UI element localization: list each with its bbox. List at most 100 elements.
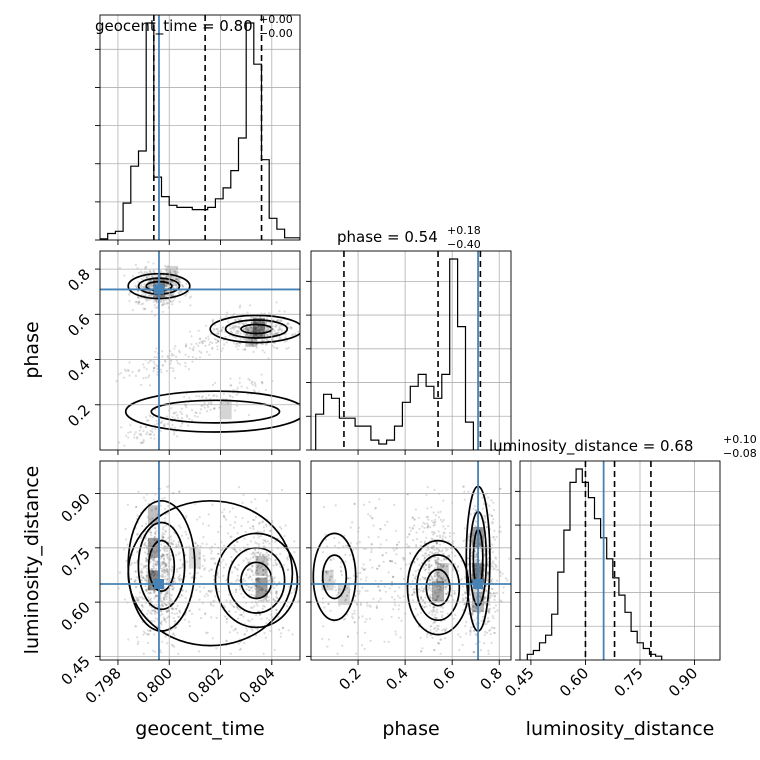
sample-point bbox=[161, 278, 164, 281]
sample-point bbox=[491, 551, 494, 554]
sample-point bbox=[148, 586, 151, 590]
grid-0-0 bbox=[100, 15, 300, 240]
sample-point bbox=[224, 335, 227, 339]
sample-point bbox=[257, 572, 260, 575]
sample-point bbox=[429, 526, 432, 529]
sample-point bbox=[417, 591, 420, 594]
sample-point bbox=[502, 591, 505, 594]
sample-point bbox=[153, 560, 156, 563]
sample-point bbox=[150, 620, 153, 623]
sample-point bbox=[265, 329, 268, 332]
sample-point bbox=[435, 599, 438, 602]
sample-point bbox=[259, 326, 262, 329]
sample-point bbox=[216, 572, 219, 575]
sample-point bbox=[163, 533, 166, 536]
sample-point bbox=[229, 652, 232, 655]
sample-point bbox=[316, 318, 318, 320]
sample-point bbox=[247, 377, 250, 381]
sample-point bbox=[160, 570, 163, 573]
sample-point bbox=[479, 564, 482, 567]
sample-point bbox=[471, 605, 474, 608]
sample-point bbox=[293, 588, 296, 591]
sample-point bbox=[170, 294, 174, 297]
sample-point bbox=[118, 441, 121, 444]
sample-point bbox=[293, 591, 296, 594]
sample-point bbox=[442, 580, 445, 583]
sample-point bbox=[251, 618, 254, 621]
sample-point bbox=[435, 571, 438, 574]
sample-point bbox=[367, 513, 370, 516]
sample-point bbox=[258, 613, 262, 616]
sample-point bbox=[430, 610, 433, 613]
sample-point bbox=[424, 552, 427, 555]
sample-point bbox=[437, 574, 440, 578]
sample-point bbox=[172, 632, 175, 635]
sample-point bbox=[215, 332, 218, 335]
sample-point bbox=[475, 623, 478, 626]
sample-point bbox=[250, 553, 253, 556]
sample-point bbox=[153, 597, 156, 600]
sample-point bbox=[434, 559, 437, 562]
sample-point bbox=[414, 607, 417, 611]
sample-point bbox=[403, 577, 406, 581]
sample-point bbox=[420, 596, 423, 600]
sample-point bbox=[163, 570, 166, 573]
sample-point bbox=[416, 558, 419, 561]
sample-point bbox=[237, 322, 240, 325]
sample-point bbox=[233, 605, 236, 609]
sample-point bbox=[240, 525, 243, 528]
sample-point bbox=[162, 571, 166, 574]
sample-point bbox=[140, 574, 143, 577]
sample-point bbox=[431, 610, 434, 614]
sample-point bbox=[234, 627, 237, 630]
sample-point bbox=[175, 607, 178, 610]
sample-point bbox=[238, 326, 241, 329]
sample-point bbox=[418, 564, 421, 567]
sample-point bbox=[237, 330, 240, 333]
sample-point bbox=[144, 631, 147, 635]
sample-point bbox=[173, 426, 176, 429]
sample-point bbox=[177, 278, 180, 281]
sample-point bbox=[123, 376, 126, 379]
sample-point bbox=[434, 575, 437, 578]
sample-point bbox=[492, 568, 495, 571]
sample-point bbox=[442, 557, 446, 560]
sample-point bbox=[441, 610, 444, 614]
sample-point bbox=[152, 300, 155, 303]
sample-point bbox=[340, 669, 342, 671]
sample-point bbox=[438, 574, 441, 577]
sample-point bbox=[442, 531, 445, 534]
sample-point bbox=[166, 591, 169, 594]
sample-point bbox=[495, 579, 498, 582]
sample-point bbox=[462, 598, 465, 602]
sample-point bbox=[412, 539, 415, 542]
sample-point bbox=[251, 330, 254, 333]
sample-point bbox=[251, 343, 254, 346]
sample-point bbox=[278, 328, 281, 331]
sample-point bbox=[239, 338, 242, 341]
sample-point bbox=[244, 328, 247, 331]
sample-point bbox=[142, 565, 146, 568]
sample-point bbox=[267, 357, 270, 360]
sample-point bbox=[496, 591, 499, 595]
sample-point bbox=[256, 572, 259, 575]
sample-point bbox=[153, 366, 156, 369]
sample-point bbox=[215, 647, 218, 650]
sample-point bbox=[252, 527, 255, 531]
sample-point bbox=[152, 609, 155, 613]
sample-point bbox=[265, 551, 268, 554]
sample-point bbox=[249, 326, 252, 329]
sample-point bbox=[397, 594, 400, 598]
sample-point bbox=[422, 590, 425, 593]
sample-point bbox=[371, 566, 374, 569]
sample-point bbox=[166, 578, 169, 581]
sample-point bbox=[150, 557, 153, 560]
sample-point bbox=[479, 596, 482, 599]
sample-point bbox=[340, 573, 343, 577]
sample-point bbox=[432, 521, 435, 524]
sample-point bbox=[243, 537, 246, 540]
sample-point bbox=[263, 334, 266, 338]
sample-point bbox=[492, 592, 495, 595]
sample-point bbox=[446, 591, 450, 594]
sample-point bbox=[149, 283, 152, 286]
